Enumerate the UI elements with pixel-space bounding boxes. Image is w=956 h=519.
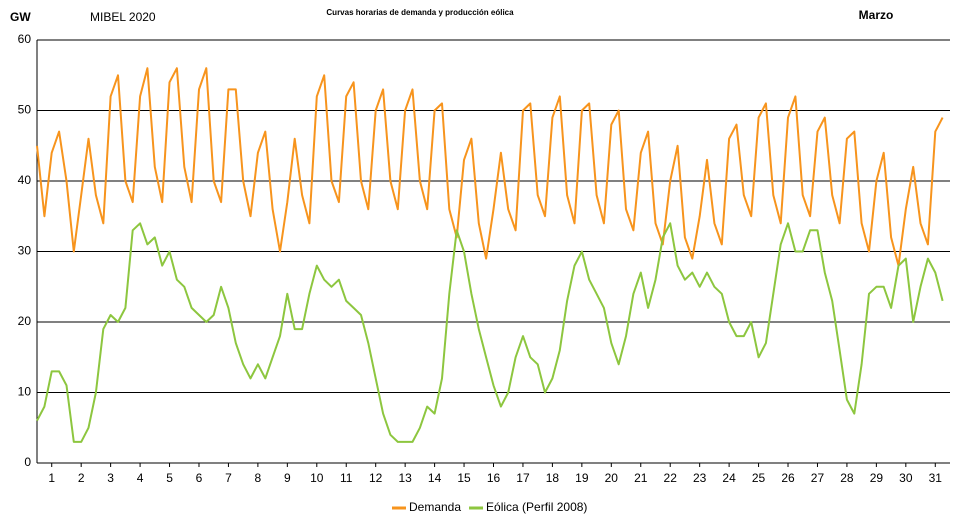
x-tick-label: 10	[310, 471, 324, 485]
chart-title: Curvas horarias de demanda y producción …	[326, 8, 514, 17]
x-tick-label: 7	[225, 471, 232, 485]
x-tick-label: 20	[605, 471, 619, 485]
x-tick-label: 5	[166, 471, 173, 485]
x-tick-label: 19	[575, 471, 589, 485]
x-tick-label: 16	[487, 471, 501, 485]
series-line	[36, 222, 944, 443]
x-tick-label: 23	[693, 471, 707, 485]
legend-label: Demanda	[409, 500, 461, 514]
y-tick-label: 0	[24, 455, 31, 469]
x-tick-label: 29	[870, 471, 884, 485]
legend-label: Eólica (Perfil 2008)	[486, 500, 587, 514]
subtitle: MIBEL 2020	[90, 10, 156, 24]
x-tick-label: 24	[722, 471, 736, 485]
series-line	[36, 67, 944, 267]
y-tick-label: 40	[18, 173, 32, 187]
y-axis-label: GW	[10, 10, 31, 24]
y-tick-label: 60	[18, 32, 32, 46]
x-tick-label: 30	[899, 471, 913, 485]
x-tick-label: 9	[284, 471, 291, 485]
x-tick-label: 11	[340, 471, 353, 485]
x-tick-label: 6	[196, 471, 203, 485]
y-tick-label: 20	[18, 314, 32, 328]
x-tick-label: 1	[48, 471, 55, 485]
x-tick-label: 13	[398, 471, 412, 485]
x-tick-label: 18	[546, 471, 560, 485]
x-tick-label: 17	[516, 471, 530, 485]
x-tick-label: 8	[255, 471, 262, 485]
x-tick-label: 28	[840, 471, 854, 485]
x-tick-label: 27	[811, 471, 825, 485]
x-tick-label: 14	[428, 471, 442, 485]
x-tick-label: 21	[634, 471, 648, 485]
y-tick-label: 50	[18, 103, 32, 117]
x-tick-label: 4	[137, 471, 144, 485]
x-tick-label: 3	[107, 471, 114, 485]
y-tick-label: 10	[18, 385, 32, 399]
x-tick-label: 25	[752, 471, 766, 485]
period-label: Marzo	[859, 8, 894, 22]
x-tick-label: 26	[781, 471, 795, 485]
x-tick-label: 2	[78, 471, 85, 485]
x-tick-label: 31	[929, 471, 943, 485]
y-tick-label: 30	[18, 244, 32, 258]
x-tick-label: 15	[457, 471, 471, 485]
x-tick-label: 22	[664, 471, 678, 485]
x-tick-label: 12	[369, 471, 383, 485]
